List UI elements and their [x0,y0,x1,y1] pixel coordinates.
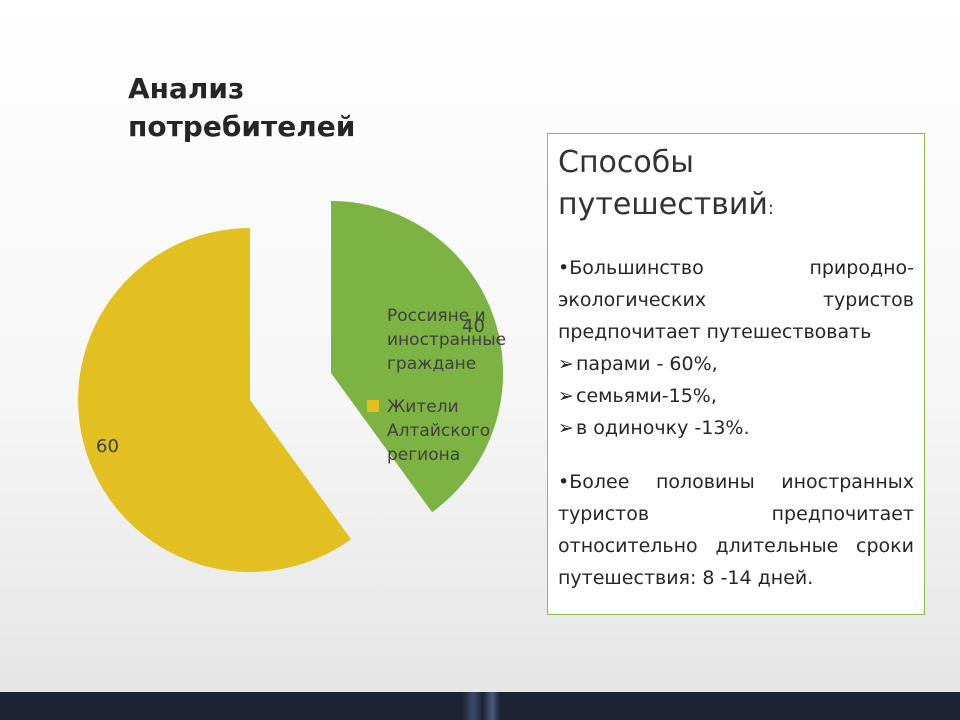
slide-title: Анализ потребителей [128,72,356,143]
list-item-couples: ➢ парами - 60%, [558,348,914,380]
info-heading: Способы путешествий: [558,145,774,222]
pie-slice-russians-foreigners [331,201,504,513]
footer-accent [462,692,500,720]
data-label-40: 40 [462,316,485,337]
legend-line: Жители [387,397,459,417]
legend-line: региона [387,445,460,465]
arrow-bullet-icon: ➢ [558,385,574,407]
legend-label-russians-foreigners: Россияне и иностранные граждане [387,306,506,374]
heading-colon: : [767,198,774,219]
arrow-bullet-icon: ➢ [558,417,574,439]
arrow-bullet-icon: ➢ [558,353,574,375]
paragraph-foreign-tourists: •Более половины иностранных туристов пре… [558,471,914,589]
legend-line: граждане [387,354,476,374]
list-item-solo: ➢ в одиночку -13%. [558,412,914,444]
chart-legend: Россияне и иностранные граждане Жители Алта… [367,306,506,465]
pie-slice-altai-residents [78,228,352,572]
legend-line: Россияне и [387,306,486,326]
pie-chart: 40 60 Россияне и иностранные граждане Жите… [78,201,506,572]
legend-line: Алтайского [387,421,490,441]
legend-label-altai-residents: Жители Алтайского региона [387,397,490,465]
data-label-60: 60 [96,436,119,457]
paragraph-couples: •Большинство природно-экологических тури… [558,257,914,343]
legend-key-altai [367,400,379,412]
list-item-families: ➢ семьями-15%, [558,380,914,412]
legend-line: иностранные [387,330,506,350]
travel-methods-box: Способы путешествий: •Большинство природ… [547,133,925,615]
